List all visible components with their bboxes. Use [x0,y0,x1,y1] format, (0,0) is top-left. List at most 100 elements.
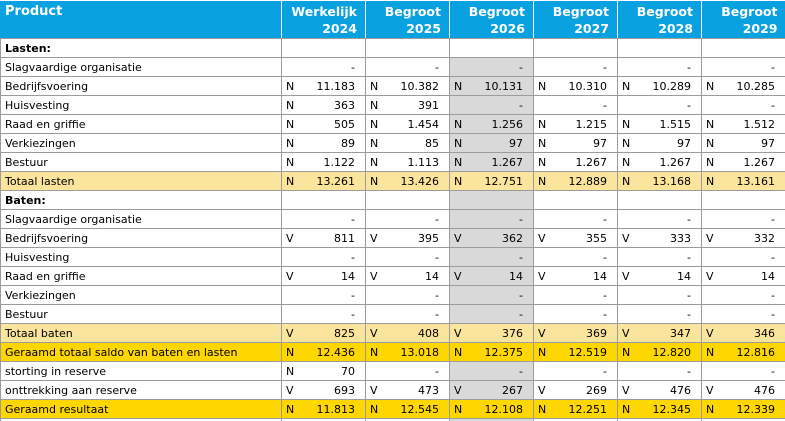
amount-cell: - [533,285,618,305]
amount-value: - [687,60,691,74]
amount-sign: N [454,155,463,169]
amount-cell: N 12.889 [533,171,618,191]
row-label: Verkiezingen [0,133,282,153]
amount-value: - [771,212,775,226]
amount-cell: - [701,209,785,229]
amount-cell: - [281,57,366,77]
amount-value: 85 [425,136,439,150]
amount-cell: N 391 [365,95,450,115]
amount-value: - [771,364,775,378]
amount-cell: V 825 [281,323,366,343]
column-header-line2: 2024 [322,21,357,36]
amount-sign: V [538,326,546,340]
amount-sign: N [286,136,295,150]
table-row: Raad en griffie N 505 N 1.454 N 1.256 N 1.21… [0,114,785,134]
amount-value: - [603,98,607,112]
amount-value: - [771,250,775,264]
amount-value: 1.512 [743,117,776,131]
amount-value: 267 [502,383,523,397]
row-label: Totaal baten [0,323,282,343]
amount-cell: - [701,361,785,381]
column-header-line1: Begroot [721,4,778,19]
amount-value: - [603,288,607,302]
row-label: Bedrijfsvoering [0,76,282,96]
amount-value: - [519,364,523,378]
amount-value: 473 [418,383,439,397]
amount-value: 14 [761,269,775,283]
amount-sign: N [370,79,379,93]
amount-value: 476 [754,383,775,397]
amount-value: 1.256 [491,117,524,131]
amount-cell: N 505 [281,114,366,134]
table-body: Lasten: Slagvaardige organisatie - - - [0,38,785,419]
amount-value: 12.820 [652,345,692,359]
partial-row-body [0,418,785,421]
amount-value: - [435,307,439,321]
amount-sign: N [286,117,295,131]
amount-sign: N [622,79,631,93]
amount-value: 10.382 [400,79,440,93]
column-header-begroot-2029: Begroot 2029 [701,0,785,39]
amount-sign: N [622,345,631,359]
amount-cell: N 10.289 [617,76,702,96]
amount-sign: N [706,117,715,131]
table-row: storting in reserve N 70 - - - - - [0,361,785,381]
amount-sign: V [370,326,378,340]
amount-cell: N 1.256 [449,114,534,134]
table-row: Verkiezingen - - - - - - [0,285,785,305]
amount-cell: - [617,247,702,267]
amount-cell: V 473 [365,380,450,400]
amount-sign: V [286,326,294,340]
amount-cell: - [449,57,534,77]
amount-cell: N 1.515 [617,114,702,134]
amount-cell: V 376 [449,323,534,343]
amount-sign: N [370,345,379,359]
amount-value: - [603,212,607,226]
amount-cell: N 12.251 [533,399,618,419]
column-header-werkelijk-2024: Werkelijk 2024 [281,0,366,39]
amount-sign: N [454,136,463,150]
amount-sign: N [706,79,715,93]
amount-value: 11.813 [316,402,356,416]
table-row: Lasten: [0,38,785,58]
amount-sign: N [286,402,295,416]
amount-value: - [687,98,691,112]
amount-value: 476 [670,383,691,397]
row-label: Raad en griffie [0,266,282,286]
amount-cell: N 1.267 [533,152,618,172]
amount-cell: V 14 [617,266,702,286]
amount-value: 825 [334,326,355,340]
column-header-line2: 2028 [658,21,693,36]
amount-value: 13.168 [652,174,692,188]
amount-sign: V [370,269,378,283]
table-row: Verkiezingen N 89 N 85 N 97 N 97 N 97 N 97 [0,133,785,153]
amount-sign: N [622,155,631,169]
amount-value: - [519,212,523,226]
amount-cell: V 269 [533,380,618,400]
amount-cell: - [449,285,534,305]
amount-value: - [603,307,607,321]
amount-value: - [435,364,439,378]
amount-value: 12.889 [568,174,608,188]
amount-cell: V 408 [365,323,450,343]
amount-sign: N [706,402,715,416]
amount-value: 1.267 [659,155,692,169]
amount-value: 355 [586,231,607,245]
amount-cell: - [701,57,785,77]
table-row: Slagvaardige organisatie - - - - - - [0,209,785,229]
amount-value: - [687,288,691,302]
table-row: Huisvesting - - - - - - [0,247,785,267]
amount-value: 70 [341,364,355,378]
amount-sign: N [454,402,463,416]
amount-cell: - [281,209,366,229]
table-row: Bestuur - - - - - - [0,304,785,324]
column-header-begroot-2026: Begroot 2026 [449,0,534,39]
amount-sign: N [538,402,547,416]
amount-cell: N 13.161 [701,171,785,191]
table-row: Bedrijfsvoering V 811 V 395 V 362 V 355 V 333… [0,228,785,248]
amount-cell: N 1.122 [281,152,366,172]
amount-value: 97 [761,136,775,150]
amount-value: 89 [341,136,355,150]
table-row: Bedrijfsvoering N 11.183 N 10.382 N 10.131 … [0,76,785,96]
amount-value: 14 [677,269,691,283]
